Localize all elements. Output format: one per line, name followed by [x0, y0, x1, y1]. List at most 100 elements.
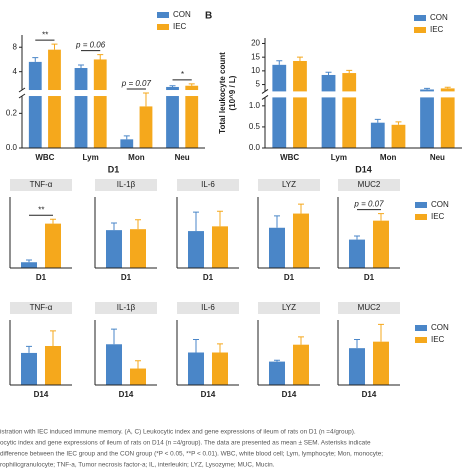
title-box	[10, 179, 72, 191]
x-tick-label: Neu	[175, 153, 190, 162]
legend-label: IEC	[430, 25, 444, 34]
bar	[349, 239, 365, 268]
bar	[212, 352, 228, 385]
legend-swatch	[157, 24, 169, 30]
y-tick-label: 5	[256, 80, 261, 89]
title-box	[177, 179, 239, 191]
legend-label: IEC	[431, 212, 445, 221]
bar	[373, 220, 389, 268]
bar	[370, 122, 385, 148]
panel-title: IL-1β	[117, 180, 136, 189]
y-tick-label: 20	[251, 39, 260, 48]
error-bar	[26, 259, 32, 263]
annotation: p = 0.06	[75, 41, 106, 50]
bar	[188, 352, 204, 385]
caption-line: rophilicgranulocyte; TNF-a, Tumor necros…	[0, 462, 275, 469]
x-tick-label: D14	[362, 390, 377, 399]
x-tick-label: WBC	[280, 153, 299, 162]
panel-title: IL-1β	[117, 303, 136, 312]
bar	[106, 344, 122, 385]
bar	[93, 59, 107, 148]
error-bar	[378, 213, 384, 221]
axis-break	[261, 91, 462, 98]
x-tick-label: D1	[364, 273, 375, 282]
bar	[293, 61, 307, 148]
title-box	[95, 302, 157, 314]
bar	[212, 226, 228, 268]
error-bar	[274, 215, 280, 228]
bar	[293, 344, 309, 385]
title-box	[95, 179, 157, 191]
bar	[342, 73, 357, 148]
x-tick-label: D14	[282, 390, 297, 399]
title-box	[258, 179, 320, 191]
error-bar	[123, 135, 130, 140]
bar	[391, 124, 406, 148]
panel-title: LYZ	[282, 180, 296, 189]
y-tick-label: 8	[13, 42, 18, 51]
error-bar	[50, 330, 56, 346]
bar	[185, 85, 199, 148]
error-bar	[26, 345, 32, 353]
caption-line: difference between the IEC group and the…	[0, 451, 383, 458]
error-bar	[142, 92, 149, 107]
panel-title: LYZ	[282, 303, 296, 312]
break-mark	[261, 88, 269, 94]
error-bar	[346, 69, 353, 74]
bar	[166, 86, 179, 148]
x-tick-label: Neu	[430, 153, 445, 162]
error-bar	[444, 86, 451, 89]
panel-label: B	[205, 11, 212, 22]
legend-swatch	[414, 15, 426, 21]
annotation: **	[38, 205, 45, 214]
error-bar	[32, 57, 39, 62]
bar	[269, 361, 285, 385]
y-tick-label: 0.2	[6, 108, 18, 117]
error-bar	[193, 211, 199, 232]
annotation: p = 0.07	[353, 200, 384, 209]
x-tick-label: D14	[34, 390, 49, 399]
title-box	[338, 179, 400, 191]
legend-label: CON	[430, 13, 448, 22]
title-box	[177, 302, 239, 314]
bar	[130, 229, 146, 268]
y-tick-label: 0.5	[249, 122, 261, 131]
axis-break	[18, 90, 205, 97]
error-bar	[217, 210, 223, 227]
error-bar	[135, 360, 141, 369]
title-box	[338, 302, 400, 314]
legend-swatch	[415, 337, 427, 343]
y-tick-label: 0.0	[249, 143, 261, 152]
bar	[48, 49, 61, 149]
error-bar	[193, 339, 199, 353]
error-bar	[395, 121, 402, 125]
bar	[349, 348, 365, 385]
error-bar	[51, 43, 58, 50]
bar	[373, 341, 389, 385]
y-tick-label: 15	[251, 52, 260, 61]
y-tick-label: 4	[13, 67, 18, 76]
x-tick-label: D1	[284, 273, 295, 282]
bar	[420, 89, 434, 148]
error-bar	[135, 219, 141, 230]
y-tick-label: 0.0	[6, 143, 18, 152]
bar	[293, 213, 309, 268]
y-tick-label: 10	[251, 66, 260, 75]
error-bar	[78, 64, 85, 69]
y-tick-label: 1.0	[249, 101, 261, 110]
bar	[74, 68, 88, 148]
error-bar	[274, 359, 280, 362]
x-axis-label: D1	[108, 164, 120, 174]
y-axis-label: (10^9 / L)	[228, 75, 237, 110]
bar	[28, 61, 42, 148]
error-bar	[354, 235, 360, 240]
legend-swatch	[415, 214, 427, 220]
error-bar	[111, 328, 117, 345]
break-mark	[18, 93, 26, 99]
legend-label: CON	[431, 323, 449, 332]
error-bar	[111, 222, 117, 231]
panel-title: TNF-α	[30, 303, 53, 312]
bar	[106, 230, 122, 268]
caption-line: istration with IEC induced immune memory…	[0, 429, 356, 436]
